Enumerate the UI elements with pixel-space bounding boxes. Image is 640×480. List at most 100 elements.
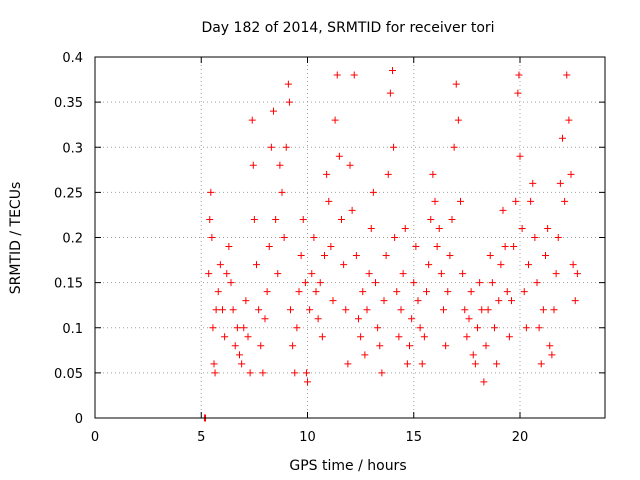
data-point [348,206,356,214]
data-point [274,270,282,278]
data-point [518,224,526,232]
data-point [257,342,265,350]
data-point [297,252,305,260]
y-axis-label: SRMTID / TECUs [8,182,24,295]
data-point [488,279,496,287]
data-point [263,288,271,296]
data-point [505,333,513,341]
data-point [546,342,554,350]
data-point [452,80,460,88]
data-point [242,297,250,305]
data-point [333,71,341,79]
data-point [236,351,243,359]
data-point [556,179,564,187]
data-point [501,243,509,251]
data-point [367,224,375,232]
data-point [240,324,248,332]
data-point [318,333,326,341]
data-point [289,342,297,350]
data-point [444,288,452,296]
data-point [293,324,301,332]
data-point [499,206,507,214]
data-point [497,261,505,269]
data-point [535,324,543,332]
data-point [399,270,407,278]
data-point [272,215,280,223]
data-point [486,252,494,260]
data-point [550,306,558,314]
y-tick-label: 0.3 [62,141,83,156]
data-point [495,297,503,305]
data-point [306,306,314,314]
data-point [329,297,337,305]
data-point [210,360,218,368]
data-point [352,252,360,260]
data-point [435,224,443,232]
data-point [270,107,277,115]
data-point [554,234,562,241]
data-point [301,279,309,287]
data-point [514,89,522,97]
data-point [219,306,226,314]
data-point [369,188,377,196]
data-point [416,324,424,332]
data-point [386,89,394,97]
data-point [420,333,428,341]
x-tick-label: 20 [512,430,529,445]
data-point [316,279,324,287]
data-point [259,369,267,377]
data-point [539,306,547,314]
data-point [478,306,486,314]
data-point [229,306,237,314]
data-point [471,360,479,368]
data-point [450,143,458,151]
data-point [238,360,246,368]
data-point [365,270,373,278]
data-point [525,261,532,269]
data-point [380,297,388,305]
data-point [231,342,239,350]
data-point [559,134,566,142]
data-point [548,351,556,359]
x-tick-label: 5 [197,430,205,445]
data-point [335,152,343,160]
data-point [340,261,348,269]
data-point [561,197,569,205]
data-point [244,333,252,341]
data-point [384,170,392,178]
data-point [508,297,515,305]
y-tick-label: 0.25 [54,186,83,201]
data-point [207,188,215,196]
data-point [253,261,260,269]
data-point [461,306,469,314]
data-point [414,297,422,305]
y-tick-label: 0.2 [62,232,83,247]
data-point [425,261,433,269]
data-point [346,161,354,169]
x-tick-label: 15 [405,430,422,445]
data-point [357,333,365,341]
data-point [397,306,405,314]
data-point [265,243,273,251]
data-point [209,324,217,332]
data-point [282,143,290,151]
data-point [569,261,577,269]
data-point [467,288,475,296]
data-point [503,288,511,296]
data-point [431,197,439,205]
data-point [476,279,484,287]
data-point [206,215,214,223]
y-tick-label: 0.1 [62,322,83,337]
axis-ticks: 0 5 10 15 20 0 0.05 0.1 0.15 0.2 0.25 0.3 0.35 0.4 [54,51,605,445]
data-point [510,243,518,251]
data-point [310,234,318,241]
data-point [246,369,254,377]
data-point [448,215,456,223]
data-point [571,297,579,305]
data-point [493,360,501,368]
data-point [454,116,462,124]
data-point [225,243,233,251]
data-point [308,270,316,278]
